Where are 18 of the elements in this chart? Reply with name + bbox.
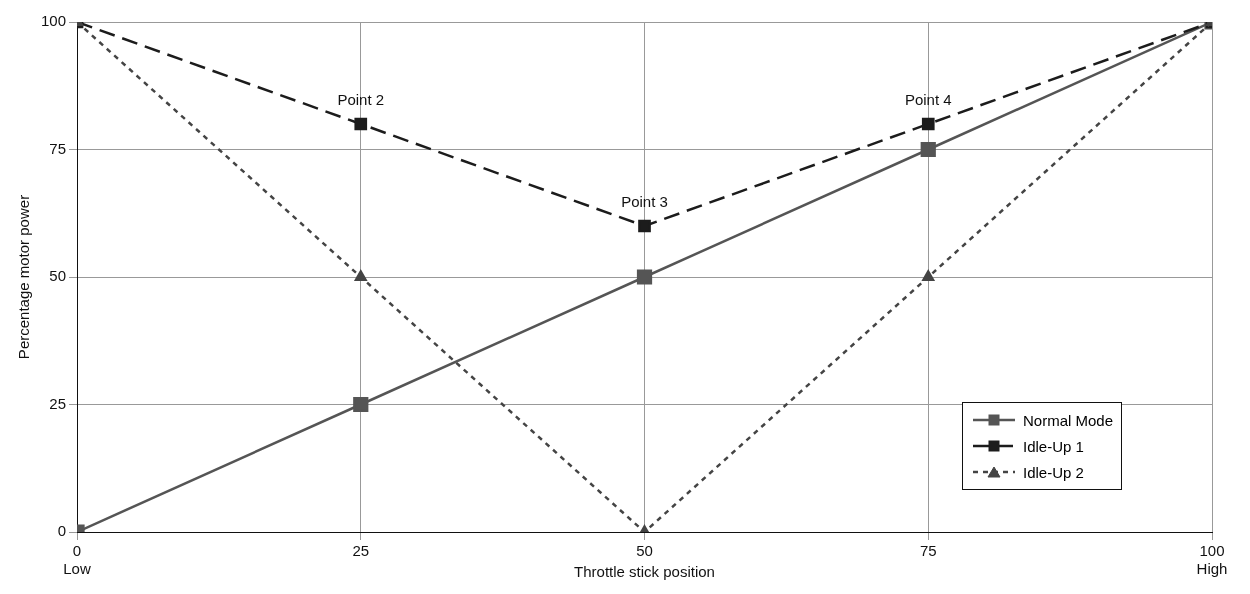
- x-tick-label: 75: [919, 542, 937, 560]
- y-axis-title: Percentage motor power: [15, 194, 33, 360]
- y-tick-label: 25: [49, 394, 67, 412]
- legend-label: Idle-Up 2: [1023, 463, 1084, 481]
- x-tick-label: 100 High: [1196, 542, 1228, 578]
- y-tick-label: 0: [57, 522, 67, 540]
- y-tick-label: 50: [49, 267, 67, 285]
- annotation: Point 2: [337, 90, 385, 108]
- y-tick-label: 100: [41, 12, 67, 30]
- x-axis-title: Throttle stick position: [574, 563, 715, 581]
- legend-label: Idle-Up 1: [1023, 437, 1084, 455]
- x-tick-label: 50: [636, 542, 653, 560]
- y-tick-label: 75: [49, 139, 67, 157]
- x-tick-label: 0 Low: [63, 542, 91, 578]
- x-tick-label: 25: [352, 542, 370, 560]
- annotation: Point 4: [904, 90, 952, 108]
- legend-label: Normal Mode: [1023, 411, 1114, 429]
- annotation: Point 3: [621, 192, 668, 210]
